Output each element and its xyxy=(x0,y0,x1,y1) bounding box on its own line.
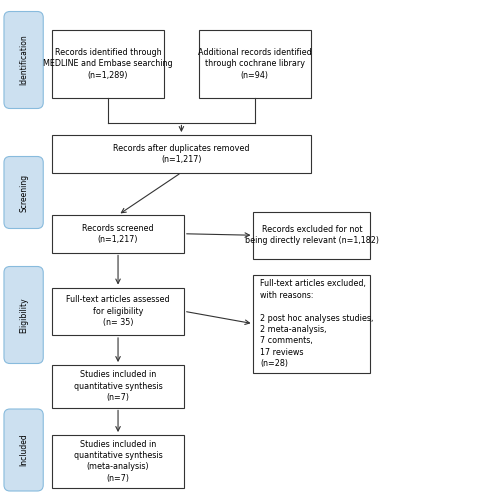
Text: Records excluded for not
being directly relevant (n=1,182): Records excluded for not being directly … xyxy=(245,225,379,246)
FancyBboxPatch shape xyxy=(4,409,43,491)
FancyBboxPatch shape xyxy=(4,266,43,364)
Text: Screening: Screening xyxy=(19,174,28,212)
Text: Full-text articles assessed
for eligibility
(n= 35): Full-text articles assessed for eligibil… xyxy=(66,296,170,327)
Text: Full-text articles excluded,
with reasons:

2 post hoc analyses studies,
2 meta-: Full-text articles excluded, with reason… xyxy=(260,279,373,368)
FancyBboxPatch shape xyxy=(253,275,370,372)
Text: Studies included in
quantitative synthesis
(meta-analysis)
(n=7): Studies included in quantitative synthes… xyxy=(74,440,163,483)
FancyBboxPatch shape xyxy=(4,156,43,228)
Text: Records identified through
MEDLINE and Embase searching
(n=1,289): Records identified through MEDLINE and E… xyxy=(43,48,173,80)
FancyBboxPatch shape xyxy=(253,212,370,259)
Text: Studies included in
quantitative synthesis
(n=7): Studies included in quantitative synthes… xyxy=(74,370,163,402)
Text: Eligibility: Eligibility xyxy=(19,297,28,333)
FancyBboxPatch shape xyxy=(52,435,184,488)
FancyBboxPatch shape xyxy=(52,288,184,335)
Text: Additional records identified
through cochrane library
(n=94): Additional records identified through co… xyxy=(198,48,312,80)
FancyBboxPatch shape xyxy=(52,135,311,172)
Text: Records screened
(n=1,217): Records screened (n=1,217) xyxy=(82,224,154,244)
Text: Included: Included xyxy=(19,434,28,466)
Text: Records after duplicates removed
(n=1,217): Records after duplicates removed (n=1,21… xyxy=(113,144,249,164)
FancyBboxPatch shape xyxy=(199,30,311,98)
FancyBboxPatch shape xyxy=(52,30,164,98)
FancyBboxPatch shape xyxy=(52,215,184,252)
FancyBboxPatch shape xyxy=(4,12,43,108)
Text: Identification: Identification xyxy=(19,34,28,86)
FancyBboxPatch shape xyxy=(52,365,184,408)
